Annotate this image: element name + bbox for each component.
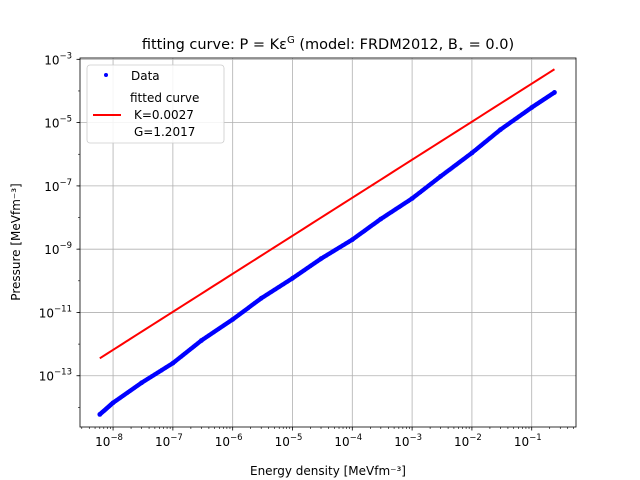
chart-title-main: fitting curve: P = Kε [142,37,287,53]
data-point [110,400,116,406]
data-point [170,360,176,366]
chart-title-model: (model: FRDM2012, B [295,37,458,53]
data-points-layer [97,90,557,417]
x-tick-label: 10−2 [454,433,482,449]
data-point [290,275,295,281]
x-axis-ticks: 10−8 10−7 10−6 10−5 10−4 10−3 10−2 10−1 [81,427,574,449]
legend-fit-k: K=0.0027 [134,108,194,122]
x-tick-label: 10−7 [155,433,183,449]
data-point [409,196,415,201]
y-tick-label: 10−9 [44,241,72,257]
x-tick-label: 10−3 [394,433,422,449]
legend-box [86,64,225,144]
legend-data-label: Data [131,69,160,83]
data-point [529,105,535,110]
plot-frame [79,57,577,428]
legend-fit-g: G=1.2017 [134,125,195,139]
y-tick-label: 10−3 [44,51,72,67]
data-point [438,173,444,179]
fitted-curve-layer [99,68,555,360]
data-point [552,90,557,95]
data-point [139,380,145,386]
y-axis-ticks: 10−13 10−11 10−9 10−7 10−5 10−3 [39,51,80,408]
chart-title-sub: ⋆ [458,44,464,55]
y-tick-label: 10−7 [44,178,72,194]
data-point [378,216,384,222]
legend-data-marker [104,73,108,77]
fitted-curve-line [99,68,555,360]
y-axis-label: Pressure [MeVfm⁻³] [9,183,23,300]
data-point [349,237,355,243]
x-tick-label: 10−8 [95,433,123,449]
x-tick-label: 10−1 [514,433,542,449]
y-tick-label: 10−11 [39,304,72,320]
x-tick-label: 10−4 [334,433,362,449]
y-tick-label: 10−13 [39,368,72,384]
data-point [318,256,324,262]
chart-title-sup: G [287,35,295,46]
data-point [97,412,103,417]
data-point [498,127,503,133]
legend: Data fitted curve K=0.0027 G=1.2017 [86,64,225,144]
data-point [199,338,204,343]
data-point [258,295,264,301]
data-point [469,150,475,156]
x-tick-label: 10−5 [275,433,303,449]
chart-title: fitting curve: P = KεG (model: FRDM2012,… [142,35,514,55]
x-axis-label: Energy density [MeVfm⁻³] [250,464,406,478]
legend-fit-label: fitted curve [130,91,199,105]
y-tick-label: 10−5 [44,115,72,131]
data-point [230,317,236,322]
chart-title-end: = 0.0) [464,37,514,53]
x-tick-label: 10−6 [215,433,243,449]
